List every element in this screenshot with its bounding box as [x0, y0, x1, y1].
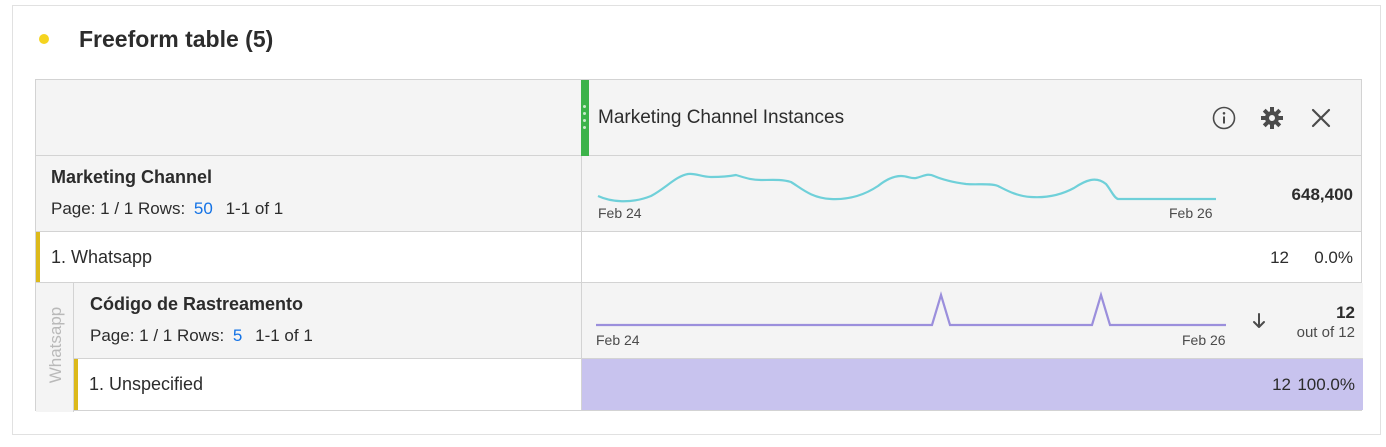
row-accent-bar	[74, 359, 78, 410]
info-icon[interactable]	[1210, 104, 1238, 132]
freeform-table: Marketing Channel Instances Marketing Ch…	[35, 79, 1363, 412]
column-total: 648,400	[1291, 185, 1353, 204]
row-percent: 0.0%	[1314, 248, 1353, 267]
dimension-header-row: Marketing Channel Page: 1 / 1 Rows: 50 1…	[36, 156, 1361, 232]
pagination-info: Page: 1 / 1 Rows: 5 1-1 of 1	[90, 326, 313, 346]
sparkline-chart	[597, 172, 1216, 203]
column-divider	[581, 283, 582, 358]
column-divider	[581, 156, 582, 231]
breakdown-dimension-header-row: Código de Rastreamento Page: 1 / 1 Rows:…	[74, 283, 1363, 359]
breakdown-side-label: Whatsapp	[36, 283, 74, 412]
dimension-title[interactable]: Código de Rastreamento	[90, 294, 304, 314]
row-value: 12	[1272, 375, 1291, 394]
sparkline-start-label: Feb 24	[596, 332, 640, 348]
sparkline-end-label: Feb 26	[1182, 332, 1226, 348]
panel-header: Freeform table (5)	[13, 6, 1380, 76]
panel-title[interactable]: Freeform table (5)	[79, 26, 274, 52]
row-label[interactable]: 1. Unspecified	[89, 374, 204, 394]
column-header-row: Marketing Channel Instances	[36, 80, 1361, 156]
page-label: Page: 1 / 1 Rows:	[51, 199, 186, 218]
rows-per-page-select[interactable]: 50	[193, 199, 213, 218]
close-icon[interactable]	[1307, 104, 1335, 132]
column-drag-handle[interactable]	[581, 80, 589, 156]
sparkline-line	[597, 172, 1216, 203]
freeform-table-panel: Freeform table (5) Marketing Channel Ins…	[12, 5, 1381, 435]
side-label-text: Whatsapp	[46, 306, 65, 384]
row-percent: 100.0%	[1297, 375, 1355, 394]
value-bar	[582, 359, 1363, 410]
column-divider	[581, 359, 582, 410]
pagination-info: Page: 1 / 1 Rows: 50 1-1 of 1	[51, 199, 283, 219]
metric-column-title[interactable]: Marketing Channel Instances	[598, 107, 845, 128]
row-range: 1-1 of 1	[225, 199, 284, 218]
gear-icon[interactable]	[1258, 104, 1286, 132]
row-accent-bar	[36, 232, 40, 282]
table-row[interactable]: 1. Unspecified 12 100.0%	[74, 359, 1363, 410]
column-divider	[581, 232, 582, 282]
page-label: Page: 1 / 1 Rows:	[90, 326, 225, 345]
status-dot-icon	[39, 34, 49, 44]
column-total-subtext: out of 12	[1296, 324, 1355, 341]
sparkline-chart	[596, 291, 1226, 327]
dimension-title[interactable]: Marketing Channel	[51, 167, 213, 187]
row-value: 12	[1270, 248, 1289, 267]
row-range: 1-1 of 1	[255, 326, 313, 345]
sparkline-line	[596, 291, 1226, 327]
arrow-down-icon[interactable]	[1252, 312, 1266, 335]
sparkline-end-label: Feb 26	[1169, 205, 1213, 221]
rows-per-page-select[interactable]: 5	[232, 326, 243, 345]
sparkline-start-label: Feb 24	[598, 205, 642, 221]
row-label[interactable]: 1. Whatsapp	[51, 247, 153, 267]
table-row[interactable]: 1. Whatsapp 12 0.0%	[36, 232, 1361, 283]
column-total: 12	[1336, 303, 1355, 322]
